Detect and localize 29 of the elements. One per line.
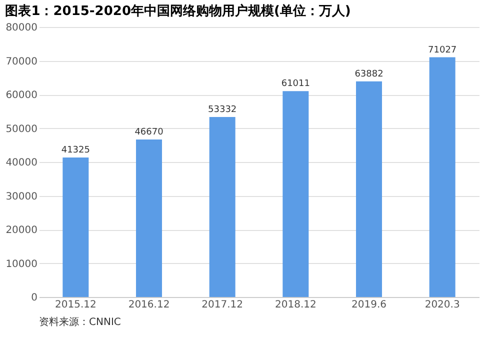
data-label: 71027 <box>428 45 457 56</box>
x-tick-label: 2016.12 <box>128 300 170 310</box>
x-tick-label: 2019.6 <box>352 300 386 310</box>
data-label: 46670 <box>134 127 164 138</box>
data-label: 53332 <box>208 105 237 116</box>
x-tick-label: 2020.3 <box>424 300 460 310</box>
text: 资料来源：CNNIC <box>39 316 121 328</box>
data-label: 61011 <box>281 79 310 90</box>
y-tick-label: 40000 <box>6 158 38 168</box>
y-tick-label: 60000 <box>6 90 38 101</box>
x-tick-label: 2017.12 <box>202 300 244 310</box>
y-tick-label: 20000 <box>6 225 38 236</box>
bar <box>282 91 309 297</box>
y-tick-label: 50000 <box>6 124 38 135</box>
bar <box>209 117 236 297</box>
chart-title: 图表1：2015-2020年中国网络购物用户规模(单位：万人) <box>5 3 351 19</box>
y-tick-label: 70000 <box>6 56 38 68</box>
bar <box>429 57 456 297</box>
data-label: 63882 <box>354 69 384 80</box>
x-tick-label: 2015.12 <box>54 300 96 310</box>
bar <box>136 139 162 297</box>
y-tick-label: 0 <box>31 292 38 304</box>
y-tick-label: 10000 <box>6 258 38 270</box>
bar <box>356 81 382 297</box>
y-tick-label: 80000 <box>6 22 38 34</box>
x-tick-label: 2018.12 <box>274 300 316 310</box>
y-tick-label: 30000 <box>6 191 38 202</box>
data-label: 41325 <box>61 146 90 156</box>
bar <box>62 158 89 297</box>
